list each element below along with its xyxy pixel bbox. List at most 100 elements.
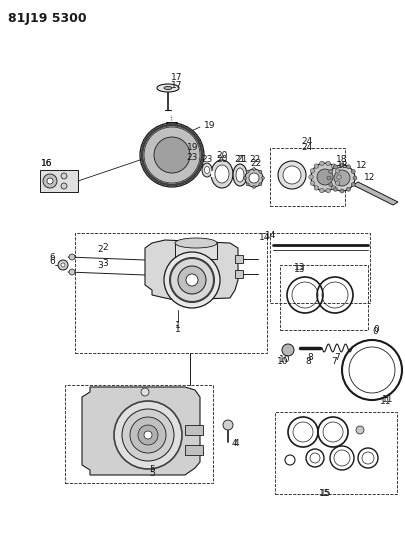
- Text: 15: 15: [319, 489, 331, 497]
- Text: 11: 11: [382, 395, 394, 405]
- Text: 16: 16: [41, 159, 53, 168]
- Text: 17: 17: [171, 74, 183, 83]
- Bar: [275, 412, 397, 494]
- Text: 18: 18: [336, 156, 348, 165]
- Text: 2: 2: [97, 246, 103, 254]
- Circle shape: [320, 161, 324, 166]
- Bar: [40, 170, 78, 192]
- Text: 23: 23: [201, 156, 213, 165]
- Circle shape: [333, 165, 337, 169]
- Circle shape: [144, 127, 200, 183]
- Bar: [280, 265, 368, 330]
- Bar: [65, 385, 213, 483]
- Circle shape: [329, 165, 355, 191]
- Text: 14: 14: [259, 233, 270, 243]
- Circle shape: [223, 420, 233, 430]
- Circle shape: [154, 137, 190, 173]
- Circle shape: [327, 176, 331, 180]
- Circle shape: [326, 189, 330, 193]
- Ellipse shape: [236, 168, 244, 182]
- Text: 24: 24: [301, 138, 313, 147]
- Circle shape: [332, 164, 336, 168]
- Text: 21: 21: [234, 156, 246, 165]
- Text: 11: 11: [380, 398, 392, 407]
- Text: 23: 23: [186, 154, 198, 163]
- Text: 0: 0: [373, 326, 379, 335]
- Circle shape: [310, 181, 315, 185]
- Text: 10: 10: [279, 356, 291, 365]
- Text: 10: 10: [277, 358, 289, 367]
- Circle shape: [259, 183, 262, 186]
- Text: 16: 16: [41, 158, 53, 167]
- Circle shape: [340, 189, 344, 193]
- Text: 8: 8: [305, 358, 311, 367]
- Circle shape: [249, 173, 259, 183]
- Ellipse shape: [175, 238, 217, 248]
- Ellipse shape: [233, 164, 247, 186]
- Bar: [270, 233, 370, 303]
- Circle shape: [337, 175, 341, 179]
- Text: 8: 8: [307, 353, 313, 362]
- Bar: [185, 425, 203, 435]
- Circle shape: [329, 169, 333, 174]
- Text: 22: 22: [249, 156, 261, 165]
- Bar: [75, 233, 267, 353]
- Circle shape: [278, 161, 306, 189]
- Circle shape: [347, 165, 350, 169]
- Circle shape: [69, 254, 75, 260]
- Bar: [185, 445, 203, 455]
- Ellipse shape: [164, 86, 172, 90]
- Circle shape: [61, 173, 67, 179]
- Text: 19: 19: [187, 143, 199, 152]
- Text: 15: 15: [320, 489, 332, 498]
- Text: 19: 19: [204, 120, 215, 130]
- Circle shape: [356, 426, 364, 434]
- Text: 0: 0: [372, 327, 378, 336]
- Circle shape: [61, 263, 65, 267]
- Ellipse shape: [202, 163, 212, 177]
- Circle shape: [164, 252, 220, 308]
- Circle shape: [351, 169, 355, 174]
- Text: 1: 1: [175, 326, 181, 335]
- Text: 4: 4: [231, 440, 237, 448]
- Circle shape: [43, 174, 57, 188]
- Text: 13: 13: [294, 264, 306, 273]
- Text: 21: 21: [236, 155, 248, 164]
- Circle shape: [114, 401, 182, 469]
- Bar: [211, 171, 214, 177]
- Circle shape: [340, 163, 344, 167]
- Circle shape: [138, 425, 158, 445]
- Circle shape: [335, 169, 340, 173]
- Bar: [235, 255, 243, 263]
- Text: 3: 3: [102, 259, 108, 268]
- Text: 12: 12: [356, 160, 368, 169]
- Circle shape: [334, 170, 350, 186]
- Text: 6: 6: [49, 256, 55, 265]
- Circle shape: [317, 169, 333, 185]
- Text: 24: 24: [301, 143, 313, 152]
- Bar: [270, 148, 345, 206]
- Text: 7: 7: [331, 358, 337, 367]
- Circle shape: [320, 189, 324, 193]
- Circle shape: [61, 183, 67, 189]
- Text: 3: 3: [97, 261, 103, 270]
- Circle shape: [252, 185, 256, 189]
- Text: 13: 13: [294, 263, 306, 272]
- Circle shape: [335, 181, 340, 185]
- Circle shape: [144, 431, 152, 439]
- Text: 14: 14: [265, 231, 277, 240]
- Bar: [235, 270, 243, 278]
- Ellipse shape: [211, 160, 233, 188]
- Circle shape: [347, 187, 350, 191]
- Circle shape: [130, 417, 166, 453]
- Circle shape: [141, 388, 149, 396]
- Circle shape: [314, 185, 318, 190]
- Text: 5: 5: [149, 470, 155, 479]
- Ellipse shape: [215, 165, 229, 183]
- Text: 12: 12: [364, 174, 376, 182]
- Circle shape: [170, 258, 214, 302]
- Circle shape: [332, 185, 336, 190]
- Text: 1: 1: [175, 320, 181, 329]
- Circle shape: [69, 269, 75, 275]
- Circle shape: [252, 167, 256, 171]
